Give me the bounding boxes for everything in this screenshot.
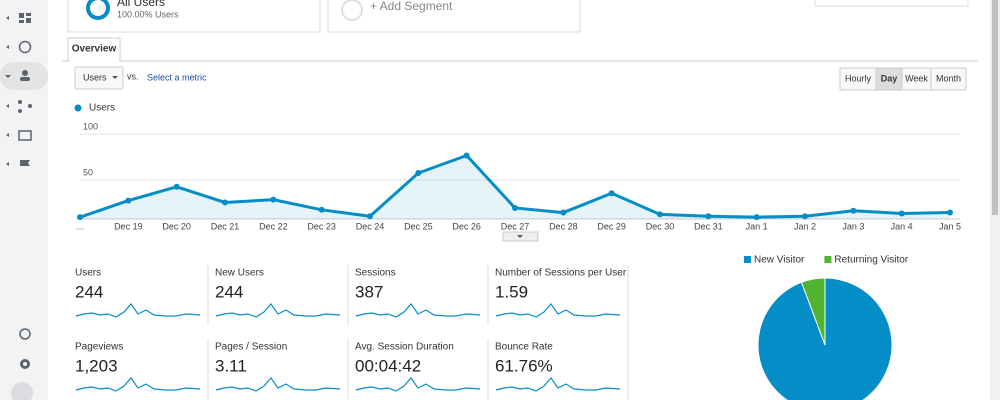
point — [77, 214, 83, 221]
sidebar — [0, 0, 48, 400]
dropdown-arrow — [112, 76, 118, 79]
period-label: Hourly — [845, 73, 872, 83]
metric-value: 1.59 — [495, 282, 528, 301]
x-tick-label: Dec 30 — [646, 221, 675, 231]
point — [753, 214, 760, 221]
x-tick-label: Jan 3 — [842, 221, 864, 231]
x-tick-label: Dec 22 — [259, 221, 288, 231]
x-tick-label: Dec 21 — [211, 221, 240, 231]
x-tick-label: Dec 29 — [597, 221, 626, 231]
metric-value: 3.11 — [215, 356, 247, 375]
sparkline — [75, 303, 201, 318]
chart-toggle-arrow — [517, 235, 523, 238]
pie-slice — [800, 277, 826, 346]
x-tick-label: Dec 31 — [694, 221, 723, 231]
sparkline — [215, 377, 341, 392]
sparkline — [495, 303, 621, 318]
segment-name: All Users — [117, 0, 165, 9]
metric-label: Users — [75, 268, 101, 279]
x-tick-label: Jan 1 — [746, 221, 768, 231]
period-label: Month — [936, 73, 961, 83]
point — [608, 190, 615, 197]
sparkline — [215, 303, 341, 318]
segment-box[interactable] — [67, 0, 321, 33]
metric-value: 00:04:42 — [355, 356, 421, 375]
point — [512, 204, 518, 211]
point — [560, 209, 567, 216]
sidebar-icons — [5, 13, 33, 400]
metric-label: Avg. Session Duration — [355, 342, 454, 353]
point — [850, 207, 857, 214]
segment-detail: 100.00% Users — [117, 9, 179, 19]
segment-ring — [86, 0, 110, 20]
point — [802, 213, 808, 220]
vs-label: vs. — [127, 71, 139, 81]
point — [173, 183, 180, 190]
sparkline — [355, 377, 481, 392]
metric-label: Pages / Session — [215, 342, 287, 353]
point — [125, 197, 132, 204]
x-tick-label: … — [76, 221, 85, 231]
pie-slice — [757, 277, 893, 400]
legend-label: New Visitor — [754, 255, 805, 266]
x-tick-label: Dec 23 — [307, 221, 336, 231]
point — [222, 199, 228, 206]
metric-dropdown-label: Users — [83, 72, 107, 82]
metric-dropdown[interactable] — [74, 66, 124, 90]
metric-label: Sessions — [355, 268, 396, 279]
metric-label: Pageviews — [75, 342, 123, 353]
x-tick-label: Dec 20 — [162, 221, 191, 231]
legend-label: Users — [89, 103, 115, 114]
legend-swatch — [824, 256, 832, 263]
tab-cover — [69, 58, 119, 62]
x-tick-label: Jan 2 — [794, 221, 816, 231]
metric-label: New Users — [215, 268, 264, 279]
legend-dot — [74, 104, 82, 112]
point — [898, 210, 905, 217]
point — [270, 196, 277, 203]
metric-label: Number of Sessions per User — [495, 268, 627, 279]
legend-swatch — [744, 256, 751, 263]
point — [318, 206, 325, 213]
point — [947, 209, 953, 216]
metric-value: 244 — [215, 282, 243, 301]
add-segment[interactable]: + Add Segment — [370, 0, 453, 13]
x-tick-label: Dec 26 — [452, 221, 481, 231]
point — [657, 211, 663, 218]
x-tick-label: Dec 27 — [501, 221, 530, 231]
metric-value: 244 — [75, 282, 103, 301]
point — [705, 213, 712, 220]
select-metric-link[interactable]: Select a metric — [147, 72, 207, 82]
metric-value: 1,203 — [75, 356, 118, 375]
y-tick-label: 50 — [83, 167, 93, 177]
segment-ring — [341, 0, 363, 21]
x-tick-label: Dec 25 — [404, 221, 433, 231]
scrollbar-thumb[interactable] — [992, 0, 998, 215]
point — [415, 170, 422, 176]
x-tick-label: Jan 5 — [939, 221, 961, 231]
metric-label: Bounce Rate — [495, 342, 553, 353]
period-label: Week — [905, 73, 928, 83]
period-button[interactable] — [930, 67, 967, 91]
period-label: Day — [881, 73, 898, 83]
x-tick-label: Jan 4 — [891, 221, 913, 231]
metric-value: 61.76% — [495, 356, 553, 375]
y-tick-label: 100 — [83, 121, 98, 131]
x-tick-label: Dec 19 — [114, 221, 143, 231]
point — [367, 213, 373, 220]
tab-label: Overview — [72, 44, 117, 55]
segment-box[interactable] — [327, 0, 581, 33]
x-tick-label: Dec 28 — [549, 221, 578, 231]
sidebar-active — [0, 62, 48, 90]
legend-label: Returning Visitor — [834, 255, 908, 266]
sparkline — [495, 377, 621, 392]
x-tick-label: Dec 24 — [356, 221, 385, 231]
metric-value: 387 — [355, 282, 383, 301]
sparkline — [355, 303, 481, 318]
date-range[interactable] — [814, 0, 969, 7]
point — [463, 152, 470, 159]
sparkline — [75, 377, 201, 392]
